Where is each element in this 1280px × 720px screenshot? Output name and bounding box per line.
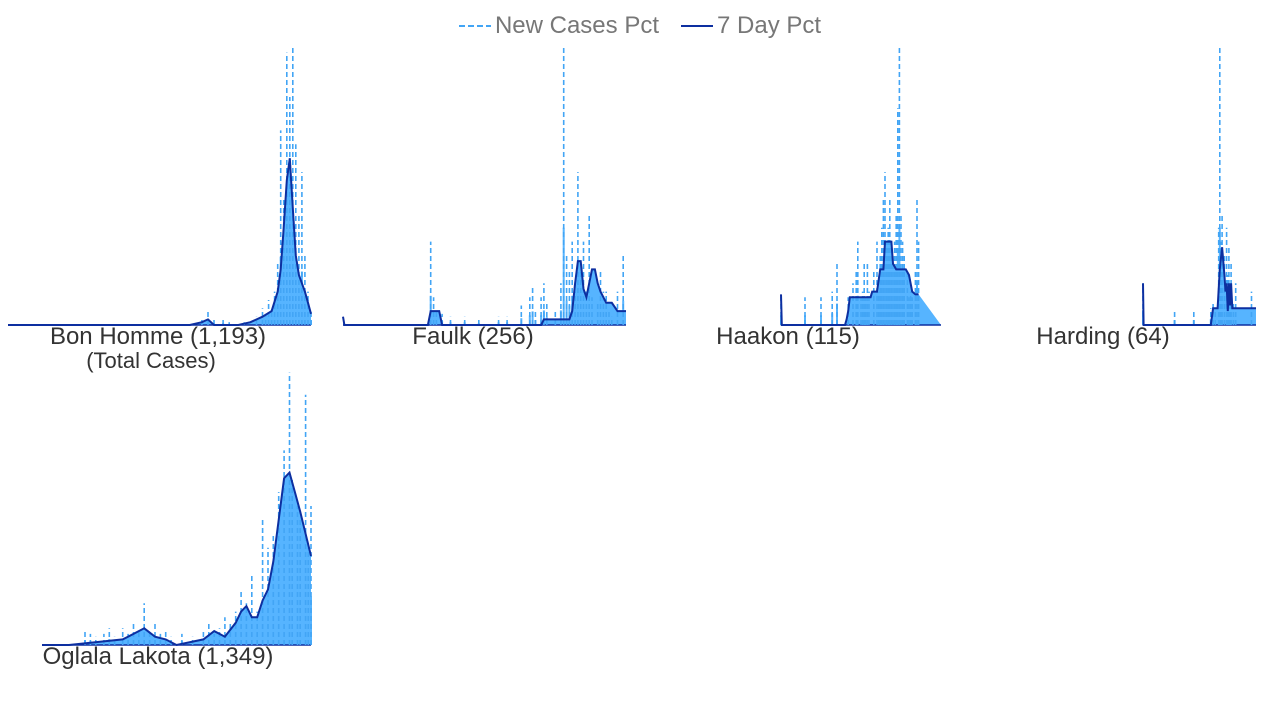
area-bar bbox=[143, 630, 146, 645]
area-bar bbox=[294, 261, 297, 325]
area-bar bbox=[602, 313, 605, 325]
area-bar bbox=[245, 630, 248, 645]
chart-panel-3 bbox=[1142, 47, 1256, 326]
chart-panel-2 bbox=[780, 47, 941, 326]
area-bar bbox=[861, 313, 864, 325]
seven-day-line bbox=[8, 158, 312, 326]
area-bar bbox=[307, 313, 309, 325]
area-bar bbox=[1250, 313, 1253, 325]
legend-label-new-cases: New Cases Pct bbox=[494, 12, 659, 39]
chart-panel-0 bbox=[8, 47, 312, 326]
chart-panel-4 bbox=[42, 372, 312, 647]
seven-day-line bbox=[780, 240, 919, 326]
area-bar bbox=[917, 295, 920, 325]
area-bar bbox=[285, 229, 288, 325]
area-bar bbox=[531, 311, 534, 325]
area-bar bbox=[616, 313, 619, 325]
area-bar bbox=[1220, 295, 1222, 325]
chart-panel-1 bbox=[342, 47, 626, 326]
legend: New Cases Pct 7 Day Pct bbox=[0, 10, 1280, 42]
area-bar bbox=[605, 313, 608, 325]
dashed-line-icon bbox=[458, 25, 491, 27]
area-bar bbox=[542, 310, 545, 325]
seven-day-line bbox=[42, 470, 312, 647]
area-bar bbox=[282, 281, 285, 325]
legend-item-new-cases[interactable]: New Cases Pct bbox=[458, 12, 659, 40]
area-bar bbox=[288, 549, 291, 645]
panel-title-faulk: Faulk (256) bbox=[412, 323, 534, 350]
seven-day-line bbox=[342, 260, 626, 326]
area-bar bbox=[291, 586, 294, 645]
area-bar bbox=[885, 295, 888, 325]
area-bar bbox=[288, 245, 291, 325]
area-bar bbox=[888, 281, 891, 325]
area-bar bbox=[1229, 310, 1231, 325]
area-bar bbox=[876, 295, 878, 325]
area-fill bbox=[1143, 247, 1256, 325]
area-bar bbox=[256, 633, 259, 645]
area-bar bbox=[582, 295, 585, 325]
legend-label-seven-day: 7 Day Pct bbox=[717, 12, 822, 39]
solid-line-icon bbox=[681, 25, 713, 27]
area-bar bbox=[856, 295, 859, 325]
area-bar bbox=[273, 313, 276, 325]
legend-item-seven-day[interactable]: 7 Day Pct bbox=[681, 12, 821, 40]
area-bar bbox=[1234, 310, 1237, 325]
area-bar bbox=[909, 313, 912, 325]
area-fill bbox=[42, 472, 311, 645]
area-bar bbox=[261, 601, 264, 645]
area-bar bbox=[877, 313, 880, 325]
area-bar bbox=[868, 313, 870, 325]
area-bar bbox=[890, 295, 893, 325]
area-bar bbox=[893, 295, 896, 325]
area-bar bbox=[234, 633, 237, 645]
area-bar bbox=[916, 281, 918, 325]
seven-day-line bbox=[1142, 247, 1256, 326]
area-bar bbox=[852, 310, 854, 325]
area-bar bbox=[299, 601, 302, 645]
area-bar bbox=[882, 281, 885, 325]
area-fill bbox=[8, 158, 311, 325]
area-bar bbox=[896, 249, 899, 325]
panel-title-bon-homme: Bon Homme (1,193) bbox=[49, 323, 267, 350]
area-bar bbox=[901, 295, 904, 325]
area-bar bbox=[559, 310, 562, 325]
panel-subtitle: (Total Cases) bbox=[86, 348, 216, 373]
area-bar bbox=[831, 313, 834, 325]
area-bar bbox=[585, 313, 588, 325]
area-bar bbox=[1227, 297, 1230, 325]
panel-title-haakon: Haakon (115) bbox=[716, 323, 860, 350]
area-bar bbox=[574, 313, 577, 325]
panel-title-harding: Harding (64) bbox=[1036, 323, 1170, 350]
panel-title-oglala-lakota: Oglala Lakota (1,349) bbox=[42, 643, 274, 670]
